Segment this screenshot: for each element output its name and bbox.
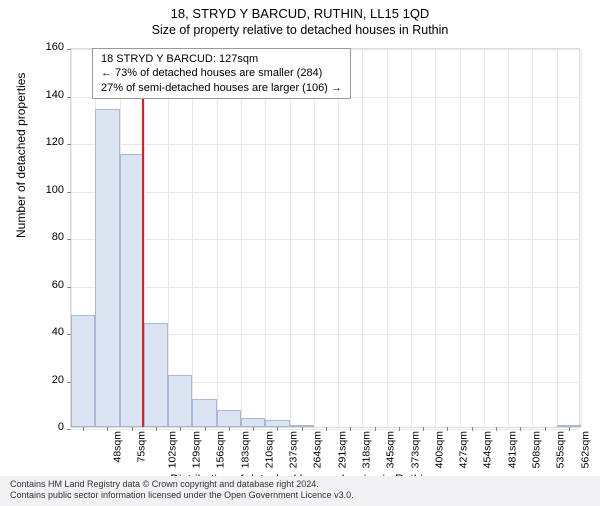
x-tick-label: 264sqm <box>312 431 324 468</box>
gridline-v <box>241 49 242 427</box>
annotation-line2: ← 73% of detached houses are smaller (28… <box>101 66 342 80</box>
y-tick-label: 100 <box>34 184 64 196</box>
y-tick-label: 0 <box>34 421 64 433</box>
x-tick-label: 291sqm <box>336 431 348 468</box>
x-tick-mark <box>399 427 400 431</box>
x-tick-label: 75sqm <box>136 431 148 463</box>
annotation-line1: 18 STRYD Y BARCUD: 127sqm <box>101 52 342 66</box>
x-tick-mark <box>496 427 497 431</box>
title-sub: Size of property relative to detached ho… <box>0 23 600 37</box>
x-tick-mark <box>132 427 133 431</box>
gridline-v <box>362 49 363 427</box>
x-tick-mark <box>520 427 521 431</box>
histogram-bar <box>120 154 144 427</box>
y-tick-label: 80 <box>34 231 64 243</box>
gridline-h <box>71 287 579 288</box>
x-tick-label: 562sqm <box>579 431 591 468</box>
x-tick-mark <box>375 427 376 431</box>
y-tick-label: 40 <box>34 326 64 338</box>
x-tick-label: 427sqm <box>458 431 470 468</box>
gridline-h <box>71 144 579 145</box>
gridline-v <box>484 49 485 427</box>
y-tick-label: 60 <box>34 279 64 291</box>
x-tick-mark <box>83 427 84 431</box>
gridline-v <box>168 49 169 427</box>
x-tick-mark <box>545 427 546 431</box>
histogram-bar <box>71 315 95 427</box>
x-tick-label: 400sqm <box>433 431 445 468</box>
x-tick-mark <box>253 427 254 431</box>
gridline-v <box>411 49 412 427</box>
annotation-line3: 27% of semi-detached houses are larger (… <box>101 81 342 95</box>
reference-line <box>142 49 144 427</box>
x-tick-label: 102sqm <box>166 431 178 468</box>
x-tick-label: 481sqm <box>506 431 518 468</box>
x-tick-label: 535sqm <box>555 431 567 468</box>
x-tick-mark <box>423 427 424 431</box>
x-tick-mark <box>229 427 230 431</box>
x-tick-label: 454sqm <box>482 431 494 468</box>
x-tick-mark <box>472 427 473 431</box>
y-tick-label: 140 <box>34 89 64 101</box>
x-tick-mark <box>277 427 278 431</box>
x-tick-mark <box>180 427 181 431</box>
histogram-bar <box>192 399 216 428</box>
gridline-v <box>314 49 315 427</box>
x-tick-mark <box>156 427 157 431</box>
histogram-bar <box>168 375 192 427</box>
x-tick-label: 183sqm <box>239 431 251 468</box>
gridline-v <box>192 49 193 427</box>
gridline-v <box>290 49 291 427</box>
gridline-v <box>581 49 582 427</box>
x-tick-label: 508sqm <box>530 431 542 468</box>
gridline-h <box>71 192 579 193</box>
footer-line1: Contains HM Land Registry data © Crown c… <box>10 479 590 490</box>
x-tick-label: 373sqm <box>409 431 421 468</box>
x-tick-label: 237sqm <box>288 431 300 468</box>
x-tick-mark <box>107 427 108 431</box>
x-tick-label: 129sqm <box>190 431 202 468</box>
footer: Contains HM Land Registry data © Crown c… <box>0 476 600 506</box>
x-tick-mark <box>447 427 448 431</box>
gridline-v <box>265 49 266 427</box>
gridline-v <box>460 49 461 427</box>
x-tick-mark <box>350 427 351 431</box>
gridline-h <box>71 239 579 240</box>
y-tick-mark <box>67 429 71 430</box>
title-main: 18, STRYD Y BARCUD, RUTHIN, LL15 1QD <box>0 6 600 21</box>
histogram-bar <box>217 410 241 427</box>
histogram-bar <box>95 109 119 427</box>
x-tick-mark <box>326 427 327 431</box>
y-axis-label: Number of detached properties <box>14 73 28 238</box>
chart-plot-area: 48sqm75sqm102sqm129sqm156sqm183sqm210sqm… <box>70 48 580 428</box>
x-tick-label: 318sqm <box>360 431 372 468</box>
gridline-v <box>338 49 339 427</box>
x-tick-label: 210sqm <box>263 431 275 468</box>
x-tick-label: 345sqm <box>385 431 397 468</box>
y-tick-label: 20 <box>34 374 64 386</box>
gridline-v <box>532 49 533 427</box>
histogram-bar <box>241 418 265 428</box>
gridline-v <box>217 49 218 427</box>
annotation-box: 18 STRYD Y BARCUD: 127sqm ← 73% of detac… <box>92 48 351 99</box>
x-tick-label: 48sqm <box>112 431 124 463</box>
histogram-bar <box>265 420 289 427</box>
gridline-v <box>508 49 509 427</box>
x-tick-label: 156sqm <box>215 431 227 468</box>
y-tick-label: 160 <box>34 41 64 53</box>
histogram-bar <box>144 323 168 428</box>
gridline-v <box>387 49 388 427</box>
gridline-v <box>557 49 558 427</box>
x-tick-mark <box>569 427 570 431</box>
x-tick-mark <box>205 427 206 431</box>
gridline-v <box>435 49 436 427</box>
x-tick-mark <box>302 427 303 431</box>
y-tick-label: 120 <box>34 136 64 148</box>
